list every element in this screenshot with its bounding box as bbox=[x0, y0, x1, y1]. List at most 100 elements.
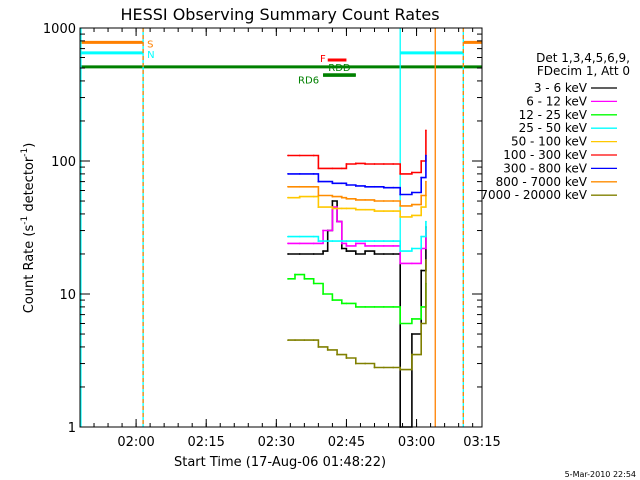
data-point bbox=[317, 180, 320, 183]
data-point bbox=[312, 282, 315, 285]
data-point bbox=[331, 182, 334, 185]
y-tick-label: 100 bbox=[51, 155, 76, 170]
series-line bbox=[288, 206, 427, 265]
data-point bbox=[303, 277, 306, 280]
data-point bbox=[382, 163, 385, 165]
data-point bbox=[340, 207, 343, 210]
data-point bbox=[336, 220, 338, 223]
axis-layer: 02:00 02:15 02:30 02:45 03:00 03:15 1 10 100 1000 bbox=[43, 22, 501, 450]
legend-label: 800 - 7000 keV bbox=[496, 175, 588, 189]
data-point bbox=[331, 167, 334, 170]
data-point bbox=[382, 366, 385, 369]
data-point bbox=[399, 322, 402, 325]
data-point bbox=[312, 195, 315, 198]
data-point bbox=[425, 129, 427, 132]
data-point bbox=[287, 339, 289, 342]
data-point bbox=[364, 244, 367, 247]
data-point bbox=[373, 240, 376, 242]
data-point bbox=[336, 353, 338, 356]
flag-label: RD6 bbox=[298, 75, 319, 86]
data-point bbox=[399, 262, 402, 265]
data-point bbox=[322, 250, 324, 253]
data-point bbox=[382, 210, 385, 213]
data-point bbox=[322, 229, 324, 232]
data-point bbox=[312, 235, 315, 238]
data-point bbox=[354, 253, 357, 255]
y-label-text: ) bbox=[22, 143, 37, 148]
data-point bbox=[312, 242, 315, 245]
legend-label: 6 - 12 keV bbox=[526, 94, 588, 108]
data-point bbox=[345, 184, 348, 186]
data-point bbox=[354, 162, 357, 165]
data-point bbox=[373, 163, 376, 165]
data-point bbox=[399, 193, 402, 196]
data-point bbox=[298, 242, 301, 245]
data-point bbox=[322, 293, 324, 295]
y-tick-label: 10 bbox=[59, 288, 76, 303]
data-point bbox=[287, 242, 289, 245]
data-point bbox=[340, 196, 343, 199]
data-point bbox=[373, 366, 376, 369]
x-axis-label: Start Time (17-Aug-06 01:48:22) bbox=[174, 455, 386, 470]
legend-label: 100 - 300 keV bbox=[503, 148, 587, 162]
data-point bbox=[399, 368, 402, 371]
data-point bbox=[410, 191, 413, 194]
data-point bbox=[345, 240, 348, 242]
data-point bbox=[354, 184, 357, 187]
data-point bbox=[354, 208, 357, 211]
series-line bbox=[288, 221, 427, 252]
chart-title: HESSI Observing Summary Count Rates bbox=[120, 5, 439, 24]
generated-timestamp: 5-Mar-2010 22:54 bbox=[565, 470, 636, 479]
data-point bbox=[364, 305, 367, 308]
flag-label: F bbox=[320, 54, 326, 65]
data-point bbox=[382, 200, 385, 202]
x-tick-label: 03:15 bbox=[463, 435, 500, 450]
data-point bbox=[340, 167, 343, 170]
series-line bbox=[288, 260, 427, 371]
data-point bbox=[410, 262, 413, 265]
data-point bbox=[382, 244, 385, 247]
data-point bbox=[392, 240, 395, 242]
data-point bbox=[298, 195, 301, 198]
data-point bbox=[364, 240, 367, 242]
data-point bbox=[420, 206, 423, 209]
data-point bbox=[392, 366, 395, 369]
data-point bbox=[345, 163, 348, 165]
data-point bbox=[340, 240, 343, 242]
legend-label: 300 - 800 keV bbox=[503, 161, 587, 175]
legend-label: 12 - 25 keV bbox=[519, 108, 588, 122]
data-point bbox=[420, 160, 423, 162]
data-point bbox=[345, 244, 348, 247]
data-point bbox=[373, 253, 376, 255]
legend-header: Det 1,3,4,5,6,9, bbox=[536, 51, 630, 65]
data-point bbox=[312, 339, 315, 342]
data-point bbox=[298, 253, 301, 255]
data-point bbox=[331, 200, 334, 202]
data-point bbox=[420, 322, 423, 325]
series-line bbox=[288, 130, 427, 175]
flag-label: S bbox=[147, 39, 153, 50]
data-point bbox=[287, 235, 289, 238]
data-point bbox=[340, 242, 343, 245]
data-point bbox=[392, 163, 395, 165]
y-axis-label: Count Rate (s-1 detector-1) bbox=[20, 143, 37, 314]
data-point bbox=[287, 196, 289, 199]
data-point bbox=[420, 235, 423, 238]
data-point bbox=[354, 240, 357, 242]
data-point bbox=[373, 185, 376, 188]
data-point bbox=[331, 240, 334, 242]
series-line bbox=[288, 273, 427, 325]
data-point bbox=[373, 200, 376, 202]
legend-header: FDecim 1, Att 0 bbox=[537, 64, 630, 78]
data-point bbox=[373, 305, 376, 308]
data-point bbox=[317, 240, 320, 242]
data-point bbox=[298, 235, 301, 238]
data-point bbox=[298, 185, 301, 188]
legend-label: 7000 - 20000 keV bbox=[480, 188, 587, 202]
data-point bbox=[354, 362, 357, 365]
data-point bbox=[364, 185, 367, 188]
data-point bbox=[392, 305, 395, 308]
x-tick-label: 02:45 bbox=[328, 435, 365, 450]
legend-label: 3 - 6 keV bbox=[534, 81, 588, 95]
